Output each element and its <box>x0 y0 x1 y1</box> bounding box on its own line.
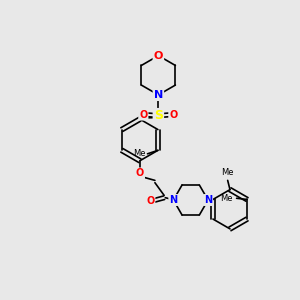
Text: N: N <box>204 195 212 205</box>
Text: Me: Me <box>133 149 146 158</box>
Text: O: O <box>146 196 154 206</box>
Text: O: O <box>136 168 144 178</box>
Text: N: N <box>169 195 177 205</box>
Text: O: O <box>154 51 163 61</box>
Text: N: N <box>154 90 163 100</box>
Text: Me: Me <box>221 168 234 177</box>
Text: Me: Me <box>220 194 233 203</box>
Text: O: O <box>169 110 178 119</box>
Text: S: S <box>154 109 163 122</box>
Text: O: O <box>139 110 148 119</box>
